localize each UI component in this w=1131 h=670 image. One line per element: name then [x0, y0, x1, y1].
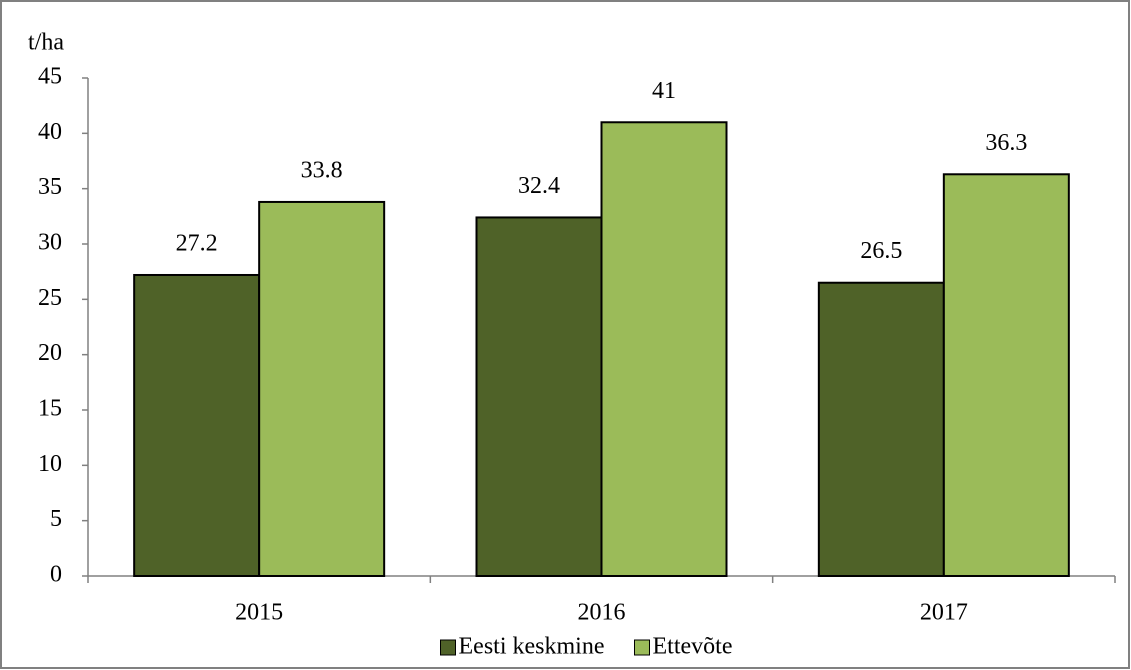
y-tick-label: 20 — [38, 340, 62, 366]
x-tick-label: 2017 — [920, 600, 968, 626]
y-tick-label: 25 — [38, 285, 62, 311]
bar — [600, 121, 728, 578]
y-tick-label: 0 — [50, 562, 62, 588]
data-label: 26.5 — [860, 238, 902, 264]
y-tick-label: 30 — [38, 230, 62, 256]
y-tick-label: 5 — [50, 506, 62, 532]
y-tick-label: 40 — [38, 119, 62, 145]
bar — [942, 173, 1070, 577]
data-label: 41 — [652, 78, 676, 104]
data-label: 36.3 — [985, 130, 1027, 156]
legend-label: Ettevõte — [653, 634, 733, 660]
y-tick-label: 10 — [38, 451, 62, 477]
data-label: 32.4 — [518, 173, 560, 199]
bar — [258, 200, 386, 578]
y-tick-label: 45 — [38, 64, 62, 90]
bar — [133, 273, 261, 577]
x-tick-label: 2016 — [578, 600, 626, 626]
data-label: 27.2 — [176, 230, 218, 256]
y-tick-label: 35 — [38, 174, 62, 200]
bar — [475, 216, 603, 577]
y-tick-label: 15 — [38, 396, 62, 422]
bar — [817, 281, 945, 577]
legend-swatch — [440, 639, 456, 656]
legend-swatch — [634, 639, 650, 656]
legend-label: Eesti keskmine — [459, 634, 605, 660]
y-axis-label: t/ha — [28, 30, 64, 56]
data-label: 33.8 — [301, 157, 343, 183]
x-tick-label: 2015 — [235, 600, 283, 626]
